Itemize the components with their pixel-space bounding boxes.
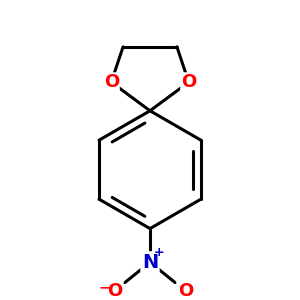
Text: O: O xyxy=(178,282,193,300)
Text: O: O xyxy=(107,282,122,300)
Text: O: O xyxy=(181,73,196,91)
Text: +: + xyxy=(154,246,165,259)
Text: O: O xyxy=(104,73,119,91)
Text: −: − xyxy=(99,280,110,295)
Text: N: N xyxy=(142,253,158,272)
